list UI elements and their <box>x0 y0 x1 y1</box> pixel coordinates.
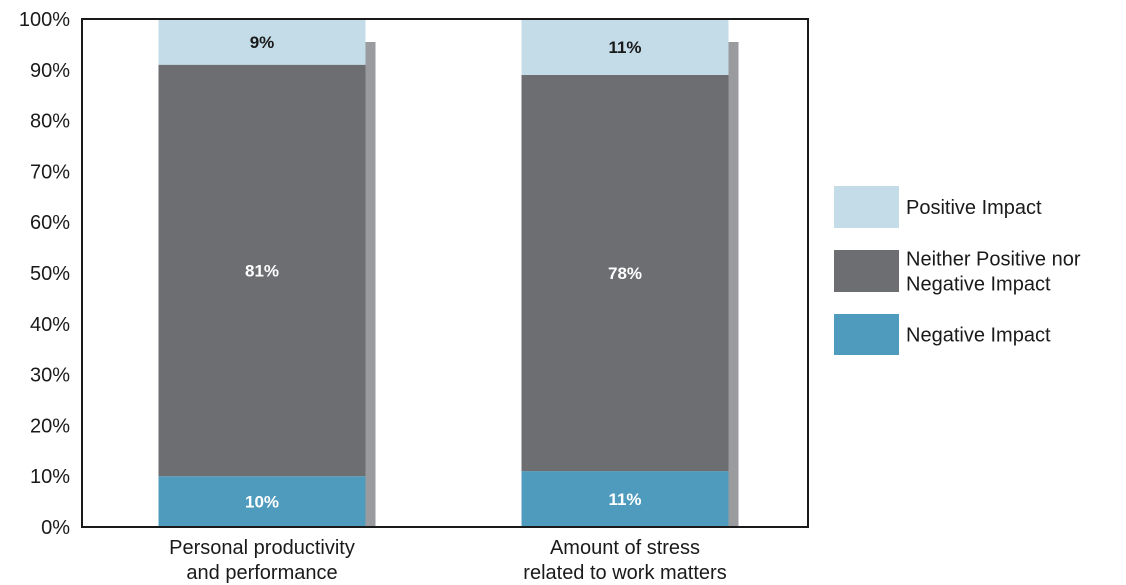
bar-shadow <box>728 42 739 527</box>
legend-label: Positive Impact <box>906 197 1042 219</box>
x-category-label: and performance <box>186 562 337 584</box>
legend-swatch <box>834 314 899 355</box>
y-tick-label: 90% <box>30 60 70 82</box>
x-axis-categories: Personal productivity and performance Amou… <box>169 537 727 584</box>
plot-frame <box>81 18 809 528</box>
y-axis-ticks: 0% 10% 20% 30% 40% 50% 60% 70% 80% 90% 100% <box>19 9 70 539</box>
legend-swatch <box>834 250 899 292</box>
y-tick-label: 80% <box>30 111 70 133</box>
data-label: 11% <box>608 490 641 509</box>
bars <box>158 19 729 527</box>
bar-segment <box>158 64 366 477</box>
legend: Positive Impact Neither Positive nor Negat… <box>834 186 1081 355</box>
y-tick-label: 50% <box>30 263 70 285</box>
y-tick-label: 30% <box>30 365 70 387</box>
legend-label: Neither Positive nor <box>906 249 1081 271</box>
bar-segment <box>158 476 366 527</box>
y-tick-label: 40% <box>30 314 70 336</box>
bar-segment <box>521 19 729 75</box>
y-tick-label: 10% <box>30 466 70 488</box>
bar-segment <box>521 74 729 472</box>
y-tick-label: 0% <box>41 517 70 539</box>
y-tick-label: 70% <box>30 161 70 183</box>
data-labels: 10% 81% 9% 11% 78% 11% <box>245 33 642 512</box>
y-tick-label: 20% <box>30 415 70 437</box>
x-category-label: Amount of stress <box>550 537 700 559</box>
legend-label: Negative Impact <box>906 325 1051 347</box>
legend-label: Negative Impact <box>906 274 1051 296</box>
data-label: 10% <box>245 493 279 512</box>
data-label: 9% <box>250 33 275 52</box>
bar-shadow <box>365 42 376 527</box>
data-label: 81% <box>245 261 279 280</box>
data-label: 78% <box>608 264 642 283</box>
legend-swatch <box>834 186 899 228</box>
x-category-label: Personal productivity <box>169 537 355 559</box>
bar-shadows <box>365 42 739 527</box>
bar-segment <box>521 471 729 527</box>
bar-segment <box>158 19 366 65</box>
data-label: 11% <box>608 38 641 57</box>
x-category-label: related to work matters <box>523 562 726 584</box>
y-tick-label: 100% <box>19 9 70 31</box>
y-tick-label: 60% <box>30 212 70 234</box>
